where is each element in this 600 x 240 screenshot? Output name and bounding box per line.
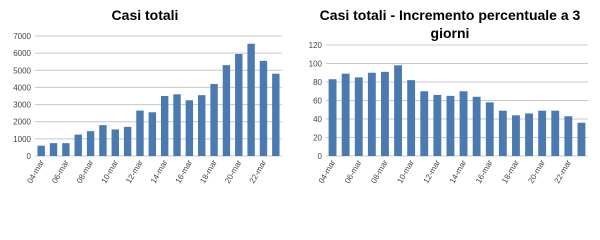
bar: [247, 43, 255, 156]
bar: [185, 100, 194, 156]
x-tick-label: 20-mar: [223, 158, 244, 185]
y-tick-label: 0: [27, 152, 32, 161]
bar: [111, 129, 119, 156]
y-tick-label: 0: [318, 152, 323, 161]
x-tick-label: 04-mar: [25, 158, 46, 185]
bar: [381, 71, 389, 156]
x-tick-label: 08-mar: [75, 158, 96, 185]
bar: [577, 122, 586, 156]
x-tick-label: 20-mar: [526, 158, 547, 185]
page: Casi totali Casi totali - Incremento per…: [13, 7, 588, 185]
bar: [525, 113, 533, 156]
x-tick-label: 14-mar: [149, 158, 170, 185]
bar: [564, 116, 573, 156]
x-tick-label: 06-mar: [50, 158, 71, 185]
bar: [148, 112, 157, 156]
bar: [272, 73, 280, 156]
bar: [259, 60, 268, 156]
bar: [222, 65, 231, 156]
x-tick-label: 12-mar: [422, 158, 443, 185]
bar: [74, 134, 82, 156]
y-tick-label: 5000: [13, 66, 31, 75]
bar: [485, 102, 494, 156]
y-tick-label: 40: [313, 115, 322, 124]
bar: [136, 110, 144, 156]
bar: [341, 73, 350, 156]
y-tick-label: 60: [313, 97, 322, 106]
x-tick-label: 16-mar: [474, 158, 495, 185]
y-tick-label: 4000: [13, 83, 31, 92]
x-tick-label: 18-mar: [500, 158, 521, 185]
x-tick-label: 12-mar: [124, 158, 145, 185]
bar: [498, 110, 507, 156]
y-tick-label: 3000: [13, 101, 31, 110]
bar: [538, 110, 547, 156]
x-tick-label: 22-mar: [553, 158, 574, 185]
x-tick-label: 10-mar: [395, 158, 416, 185]
bar: [173, 94, 181, 156]
bar: [446, 95, 455, 156]
bar: [328, 79, 337, 156]
bar: [354, 77, 363, 156]
bar: [512, 115, 520, 156]
bar: [37, 145, 45, 156]
x-tick-label: 06-mar: [343, 158, 364, 185]
bar: [472, 96, 481, 156]
x-tick-label: 22-mar: [248, 158, 269, 185]
bar: [420, 91, 429, 156]
x-tick-label: 16-mar: [174, 158, 195, 185]
y-tick-label: 120: [309, 41, 323, 50]
bar: [123, 126, 132, 156]
y-tick-label: 1000: [13, 135, 31, 144]
chart-title: Casi totali: [111, 7, 179, 23]
y-tick-label: 100: [309, 60, 323, 69]
bar: [235, 54, 243, 156]
bar: [407, 80, 416, 156]
bar: [459, 91, 468, 156]
bar: [551, 110, 560, 156]
y-tick-label: 7000: [13, 32, 31, 41]
y-tick-label: 6000: [13, 49, 31, 58]
bar: [99, 125, 107, 156]
x-tick-label: 10-mar: [100, 158, 121, 185]
x-tick-label: 04-mar: [317, 158, 338, 185]
bar: [367, 72, 376, 156]
bar: [62, 143, 70, 156]
bar: [210, 84, 218, 156]
bar: [86, 131, 95, 156]
y-tick-label: 20: [313, 134, 322, 143]
x-tick-label: 14-mar: [448, 158, 469, 185]
bar: [49, 143, 58, 156]
y-tick-label: 80: [313, 78, 322, 87]
y-tick-label: 2000: [13, 118, 31, 127]
bar: [160, 96, 169, 156]
x-tick-label: 08-mar: [369, 158, 390, 185]
bar: [198, 95, 206, 156]
bar: [394, 65, 402, 156]
x-tick-label: 18-mar: [198, 158, 219, 185]
chart-title: Casi totali - Incremento percentuale a 3…: [319, 7, 581, 41]
bar: [433, 94, 442, 156]
